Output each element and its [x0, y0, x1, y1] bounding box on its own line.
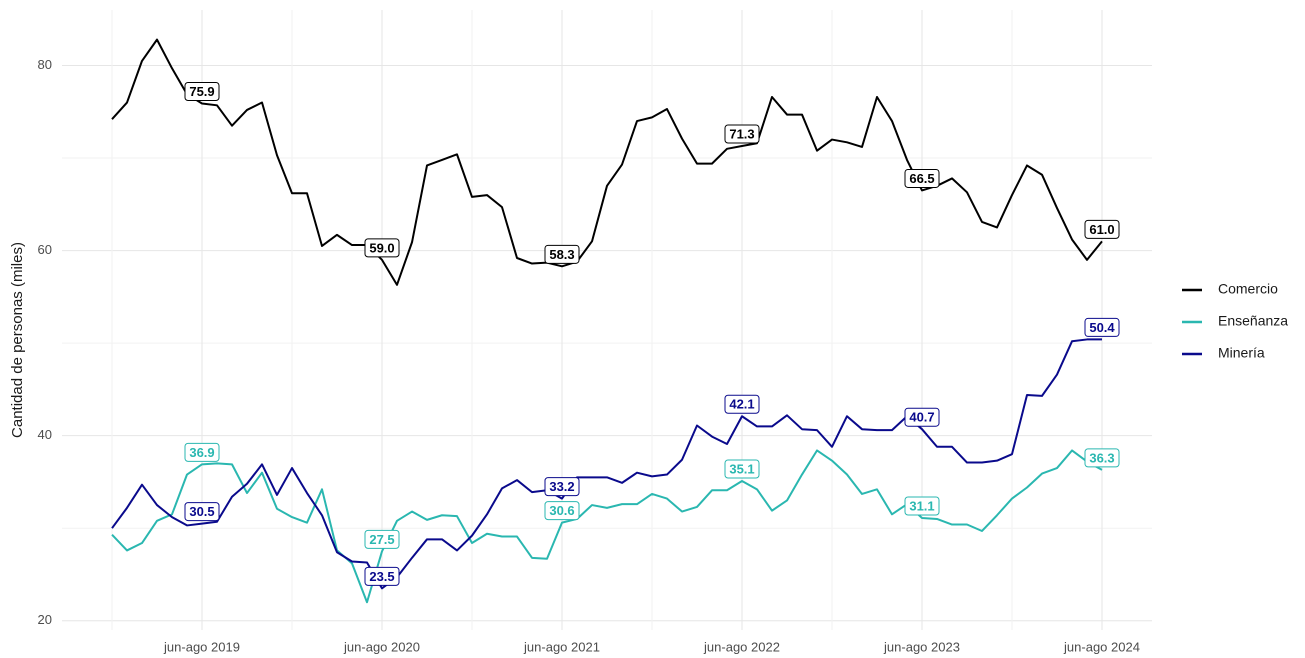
y-axis-label: Cantidad de personas (miles): [9, 242, 26, 438]
value-label: 30.5: [184, 502, 220, 522]
value-label-box: [364, 529, 400, 549]
value-label: 36.9: [184, 442, 220, 462]
value-label: 30.6: [544, 501, 580, 521]
value-label-box: [184, 81, 220, 101]
value-label: 50.4: [1084, 317, 1120, 337]
value-label-text: 71.3: [729, 126, 754, 141]
value-label: 59.0: [364, 238, 400, 258]
value-label-box: [364, 238, 400, 258]
value-label: 42.1: [724, 394, 760, 414]
value-label-box: [1084, 219, 1120, 239]
value-label-text: 30.5: [189, 504, 214, 519]
series-line: [111, 449, 1103, 604]
value-label-box: [724, 459, 760, 479]
value-label-text: 33.2: [549, 479, 574, 494]
value-label-text: 42.1: [729, 397, 754, 412]
y-tick-label: 60: [38, 242, 52, 257]
value-label: 36.3: [1084, 448, 1120, 468]
x-tick-label: jun-ago 2021: [523, 639, 600, 654]
value-label: 66.5: [904, 168, 940, 188]
value-label: 58.3: [544, 244, 580, 264]
x-tick-label: jun-ago 2022: [703, 639, 780, 654]
value-label-box: [724, 394, 760, 414]
value-label-text: 61.0: [1089, 222, 1114, 237]
value-label: 35.1: [724, 459, 760, 479]
value-label-box: [544, 477, 580, 497]
value-label-text: 50.4: [1089, 320, 1115, 335]
value-label-box: [364, 566, 400, 586]
value-label: 71.3: [724, 124, 760, 144]
value-label-text: 75.9: [189, 84, 214, 99]
value-label-text: 27.5: [369, 532, 394, 547]
value-label-text: 31.1: [909, 498, 934, 513]
value-label-box: [904, 496, 940, 516]
legend-label: Comercio: [1218, 281, 1278, 297]
value-label-text: 36.3: [1089, 450, 1114, 465]
y-tick-label: 40: [38, 427, 52, 442]
value-label-box: [184, 442, 220, 462]
value-label-text: 66.5: [909, 171, 934, 186]
value-label-text: 30.6: [549, 503, 574, 518]
value-label-box: [904, 168, 940, 188]
y-tick-label: 80: [38, 57, 52, 72]
y-tick-label: 20: [38, 612, 52, 627]
value-label-box: [184, 502, 220, 522]
value-label: 40.7: [904, 407, 940, 427]
value-label: 31.1: [904, 496, 940, 516]
value-label-text: 23.5: [369, 569, 394, 584]
value-label-text: 35.1: [729, 461, 754, 476]
value-label-box: [1084, 317, 1120, 337]
value-label-box: [544, 501, 580, 521]
x-tick-label: jun-ago 2024: [1063, 639, 1140, 654]
value-label: 75.9: [184, 81, 220, 101]
x-tick-label: jun-ago 2019: [163, 639, 240, 654]
value-label-box: [544, 244, 580, 264]
x-tick-label: jun-ago 2023: [883, 639, 960, 654]
value-label-text: 59.0: [369, 240, 394, 255]
value-label-box: [1084, 448, 1120, 468]
value-label: 33.2: [544, 477, 580, 497]
value-label: 23.5: [364, 566, 400, 586]
value-label-text: 36.9: [189, 445, 214, 460]
series-line: [111, 38, 1103, 286]
value-label-text: 40.7: [909, 410, 934, 425]
grid: [62, 10, 1152, 630]
value-label-box: [724, 124, 760, 144]
value-label-box: [904, 407, 940, 427]
value-label: 61.0: [1084, 219, 1120, 239]
series-line: [111, 338, 1102, 590]
legend-label: Minería: [1218, 345, 1265, 361]
x-tick-label: jun-ago 2020: [343, 639, 420, 654]
value-label-text: 58.3: [549, 247, 574, 262]
legend-label: Enseñanza: [1218, 313, 1288, 329]
value-label: 27.5: [364, 529, 400, 549]
